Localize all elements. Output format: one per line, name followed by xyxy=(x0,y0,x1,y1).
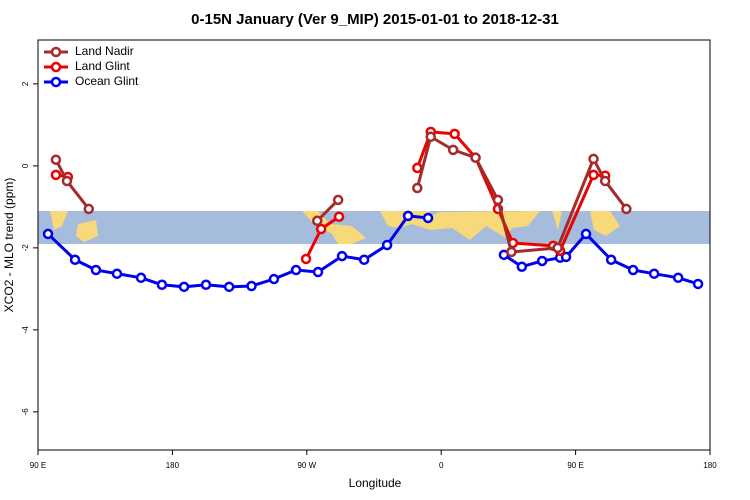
x-axis-title: Longitude xyxy=(349,476,402,490)
data-point xyxy=(300,253,312,265)
data-point xyxy=(61,175,73,187)
data-point xyxy=(50,154,62,165)
data-point xyxy=(90,264,102,276)
x-tick-label: 0 xyxy=(439,461,444,470)
data-point xyxy=(336,250,348,262)
data-point xyxy=(268,273,280,285)
data-point xyxy=(470,152,481,163)
data-point xyxy=(290,264,302,276)
x-tick-label: 180 xyxy=(703,461,717,470)
data-point xyxy=(599,175,611,187)
legend-marker xyxy=(50,46,62,58)
x-tick-label: 90 E xyxy=(30,461,46,470)
data-point xyxy=(692,278,704,290)
y-tick-label: -4 xyxy=(21,326,30,334)
data-point xyxy=(536,255,548,267)
data-point xyxy=(402,210,414,222)
plot-frame xyxy=(37,39,711,451)
data-point xyxy=(627,264,639,276)
legend-label: Ocean Glint xyxy=(75,74,139,88)
data-point xyxy=(672,272,684,284)
data-point xyxy=(506,246,517,258)
data-point xyxy=(516,261,528,272)
y-tick-label: 0 xyxy=(21,163,30,168)
data-point xyxy=(648,268,660,279)
data-point xyxy=(312,215,323,227)
x-tick-label: 180 xyxy=(166,461,180,470)
y-tick-label: -2 xyxy=(21,244,30,252)
data-point xyxy=(312,266,324,278)
data-point xyxy=(425,131,436,143)
y-axis-title: XCO2 - MLO trend (ppm) xyxy=(2,178,16,313)
legend-marker xyxy=(50,76,62,88)
legend-label: Land Glint xyxy=(75,59,130,73)
data-point xyxy=(412,182,423,194)
data-point xyxy=(246,280,257,292)
data-point xyxy=(178,281,190,293)
data-point xyxy=(552,242,563,254)
data-point xyxy=(422,212,434,224)
data-point xyxy=(412,162,423,174)
data-point xyxy=(223,281,235,293)
data-point xyxy=(358,254,370,266)
data-point xyxy=(449,128,460,140)
data-point xyxy=(156,279,168,291)
data-point xyxy=(605,254,617,266)
x-tick-label: 90 E xyxy=(567,461,583,470)
legend-marker xyxy=(50,61,62,73)
data-point xyxy=(332,194,344,206)
chart-title: 0-15N January (Ver 9_MIP) 2015-01-01 to … xyxy=(191,11,559,28)
data-point xyxy=(560,251,572,263)
data-point xyxy=(588,153,599,165)
y-tick-label: 2 xyxy=(21,81,30,86)
data-point xyxy=(200,279,212,291)
y-tick-label: -6 xyxy=(21,408,30,416)
data-point xyxy=(135,272,147,284)
map-strip xyxy=(38,211,710,244)
data-point xyxy=(333,211,345,222)
data-point xyxy=(492,194,504,206)
data-point xyxy=(580,228,592,240)
data-point xyxy=(621,203,632,215)
data-point xyxy=(588,169,599,181)
data-point xyxy=(381,239,393,251)
data-point xyxy=(447,144,459,156)
data-point xyxy=(42,228,54,240)
x-tick-label: 90 W xyxy=(297,461,316,470)
legend-label: Land Nadir xyxy=(75,44,134,58)
data-point xyxy=(111,268,123,279)
data-point xyxy=(315,223,327,235)
data-point xyxy=(50,169,62,181)
data-point xyxy=(69,254,81,266)
data-point xyxy=(83,203,95,215)
